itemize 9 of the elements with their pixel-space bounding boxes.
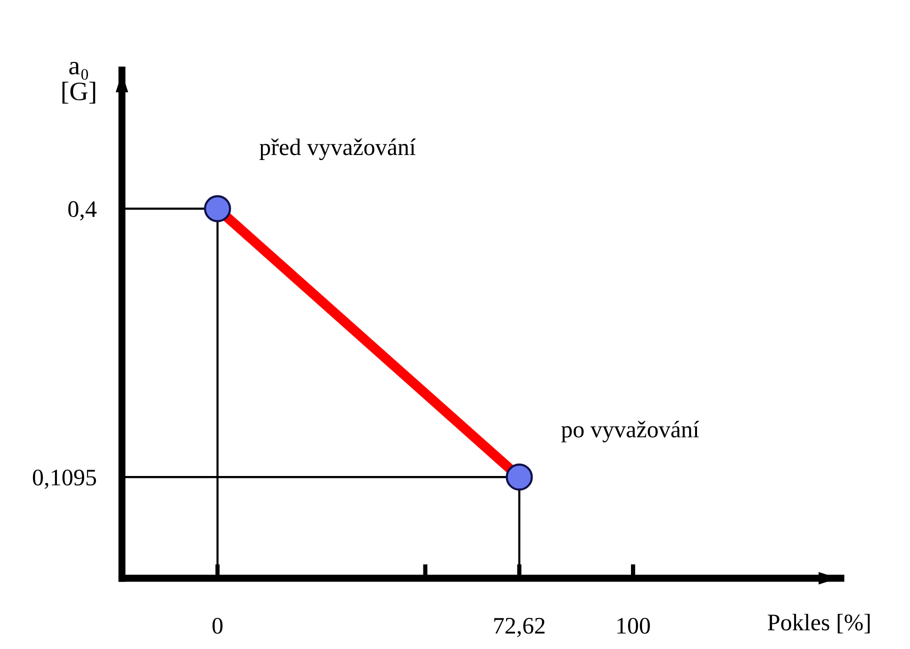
y-axis-title: a₀ [G] <box>62 62 96 104</box>
x-tick-label: 0 <box>212 618 223 634</box>
annotation: před vyvažování <box>260 138 416 160</box>
annotation: po vyvažování <box>561 420 700 442</box>
y-tick-label: 0,1095 <box>32 470 96 489</box>
x-tick-label: 100 <box>617 618 650 634</box>
x-tick-label: 72,62 <box>494 618 545 638</box>
y-tick-label: 0,4 <box>68 201 97 221</box>
x-axis-title: Pokles [%] <box>768 614 870 634</box>
